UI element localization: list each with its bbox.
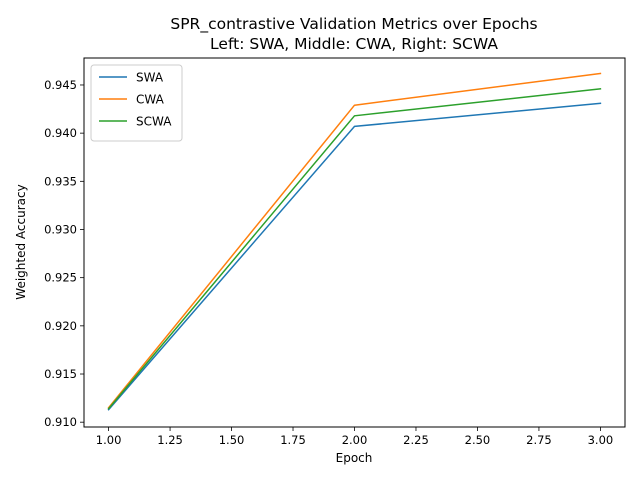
x-tick-label: 1.75 (280, 433, 306, 447)
series-line-cwa (107, 72, 602, 409)
x-tick-label: 2.00 (342, 433, 368, 447)
x-axis-label: Epoch (336, 451, 373, 465)
y-tick-label: 0.940 (44, 126, 77, 140)
series-line-scwa (107, 88, 602, 410)
y-tick-label: 0.935 (44, 174, 77, 188)
x-tick-label: 2.50 (465, 433, 491, 447)
x-tick-label: 2.25 (403, 433, 429, 447)
legend-label-scwa: SCWA (136, 115, 172, 129)
plot-frame (83, 57, 626, 428)
x-tick-label: 3.00 (588, 433, 614, 447)
plot-series-group (107, 72, 602, 411)
legend-box (90, 64, 183, 142)
chart-title-line-2: Left: SWA, Middle: CWA, Right: SCWA (210, 35, 498, 53)
x-tick-label: 1.25 (157, 433, 183, 447)
y-axis-ticks: 0.910 0.915 0.920 0.925 0.930 0.935 0.940 0.945 (44, 78, 84, 429)
series-line-swa (107, 102, 602, 411)
x-tick-label: 1.50 (219, 433, 245, 447)
y-axis-label: Weighted Accuracy (14, 184, 28, 299)
y-tick-label: 0.915 (44, 367, 77, 381)
y-tick-label: 0.920 (44, 319, 77, 333)
chart-title-line-1: SPR_contrastive Validation Metrics over … (170, 15, 537, 34)
legend-label-swa: SWA (136, 71, 164, 85)
y-tick-label: 0.930 (44, 222, 77, 236)
x-tick-label: 2.75 (526, 433, 552, 447)
legend: SWA CWA SCWA (90, 64, 183, 142)
y-tick-label: 0.925 (44, 271, 77, 285)
x-tick-label: 1.00 (96, 433, 122, 447)
legend-label-cwa: CWA (136, 93, 165, 107)
y-tick-label: 0.910 (44, 415, 77, 429)
x-axis-ticks: 1.00 1.25 1.50 1.75 2.00 2.25 2.50 2.75 3.00 (96, 427, 613, 447)
y-tick-label: 0.945 (44, 78, 77, 92)
